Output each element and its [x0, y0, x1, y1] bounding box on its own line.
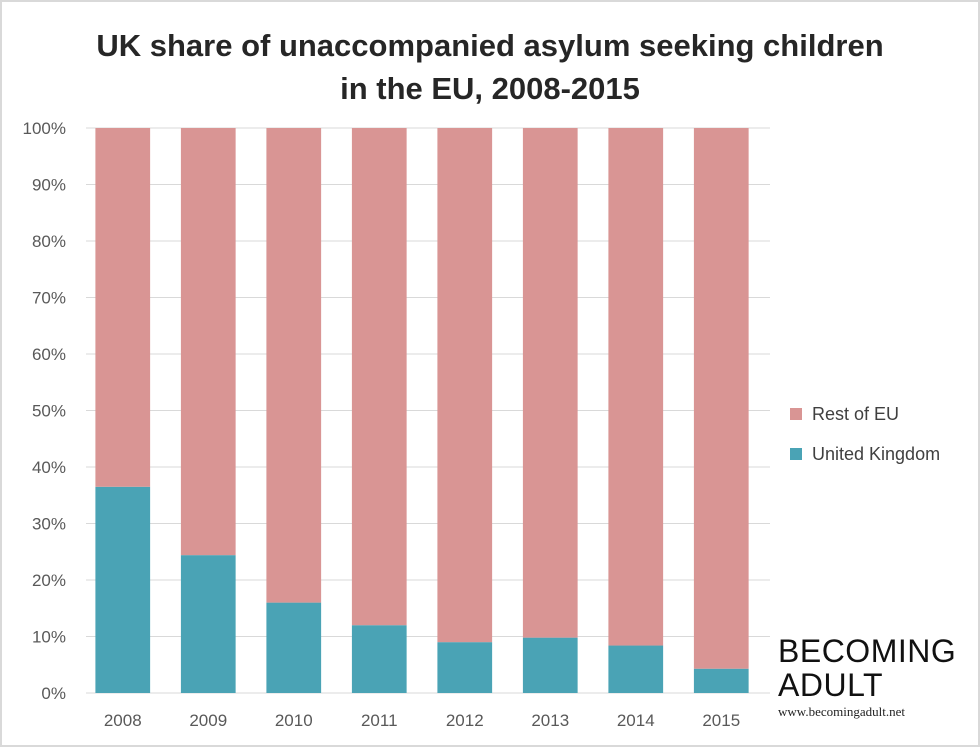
y-tick-label: 50% [32, 402, 66, 421]
bar-rest-of-eu [95, 128, 151, 487]
bar-rest-of-eu [437, 128, 493, 643]
y-tick-label: 70% [32, 289, 66, 308]
y-tick-label: 30% [32, 515, 66, 534]
brand-line-2: ADULT [778, 667, 884, 703]
bar-united-kingdom [693, 668, 749, 693]
legend-swatch-rest-of-eu [790, 408, 802, 420]
bar-rest-of-eu [608, 128, 664, 646]
bar-united-kingdom [95, 486, 151, 693]
legend-item-united-kingdom: United Kingdom [790, 434, 940, 474]
bar-rest-of-eu [522, 128, 578, 638]
y-tick-label: 60% [32, 345, 66, 364]
legend-item-rest-of-eu: Rest of EU [790, 394, 940, 434]
y-tick-label: 40% [32, 458, 66, 477]
x-tick-label: 2013 [531, 711, 569, 730]
y-tick-label: 80% [32, 232, 66, 251]
brand-url: www.becomingadult.net [778, 704, 905, 719]
legend-label-united-kingdom: United Kingdom [812, 443, 941, 464]
chart-title: UK share of unaccompanied asylum seeking… [0, 24, 980, 110]
y-tick-label: 10% [32, 628, 66, 647]
bar-rest-of-eu [693, 128, 749, 669]
bar-united-kingdom [351, 625, 407, 693]
chart-title-line-2: in the EU, 2008-2015 [340, 71, 640, 106]
bar-rest-of-eu [351, 128, 407, 626]
brand-line-1: BECOMING [778, 633, 957, 669]
bar-united-kingdom [608, 645, 664, 693]
bar-united-kingdom [266, 602, 322, 693]
bar-united-kingdom [437, 642, 493, 693]
bar-united-kingdom [180, 555, 236, 693]
legend-swatch-united-kingdom [790, 448, 802, 460]
x-tick-label: 2008 [104, 711, 142, 730]
x-tick-label: 2009 [189, 711, 227, 730]
legend-label-rest-of-eu: Rest of EU [812, 403, 900, 424]
x-tick-label: 2010 [275, 711, 313, 730]
legend: Rest of EU United Kingdom [790, 394, 940, 474]
y-tick-label: 0% [41, 684, 66, 703]
x-tick-label: 2015 [702, 711, 740, 730]
bar-united-kingdom [522, 637, 578, 693]
y-tick-label: 20% [32, 571, 66, 590]
x-tick-label: 2014 [617, 711, 655, 730]
x-tick-label: 2012 [446, 711, 484, 730]
bar-rest-of-eu [180, 128, 236, 556]
y-tick-label: 100% [23, 119, 66, 138]
chart-title-line-1: UK share of unaccompanied asylum seeking… [96, 28, 884, 63]
bar-rest-of-eu [266, 128, 322, 603]
y-tick-label: 90% [32, 176, 66, 195]
x-tick-label: 2011 [361, 711, 398, 730]
brand-logo: BECOMING ADULT www.becomingadult.net [778, 634, 968, 720]
